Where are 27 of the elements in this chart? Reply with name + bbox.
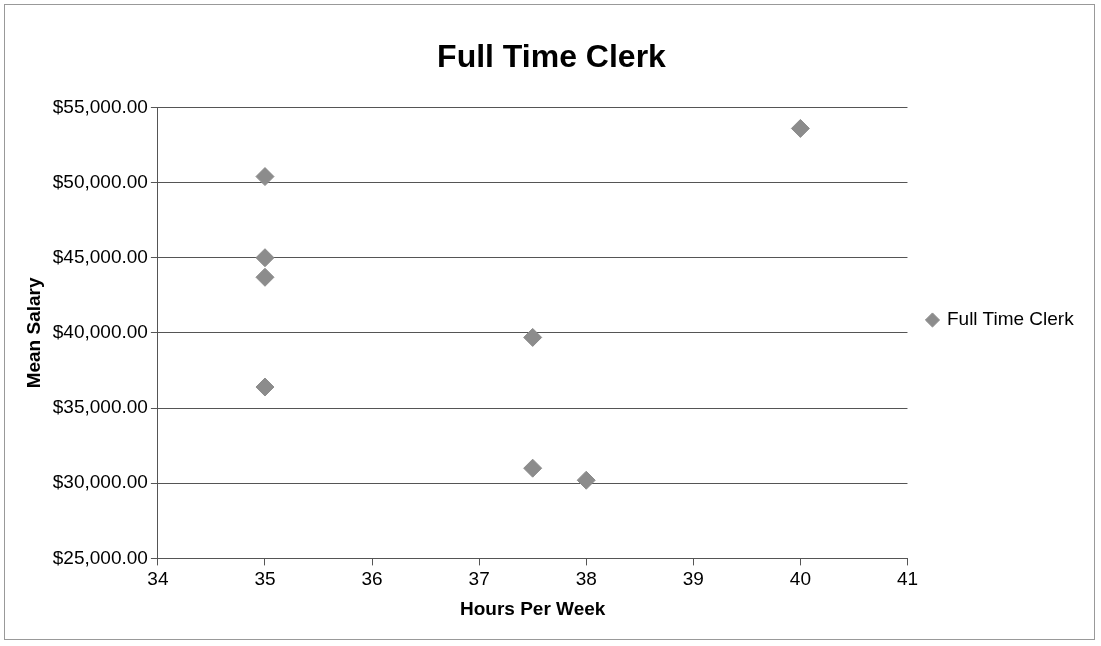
x-tick-label: 34 (147, 568, 169, 590)
x-tick-label: 39 (682, 568, 704, 590)
y-tick-label: $50,000.00 (52, 170, 148, 192)
y-tick-label: $55,000.00 (52, 95, 148, 117)
y-tick-label: $25,000.00 (52, 546, 148, 568)
point (576, 470, 596, 490)
x-tick-label: 37 (468, 568, 490, 590)
point (255, 167, 275, 187)
point (255, 377, 275, 397)
x-tick-label: 38 (575, 568, 597, 590)
point (255, 248, 275, 268)
x-axis-title: Hours Per Week (459, 597, 606, 619)
y-tick-label: $35,000.00 (52, 396, 148, 418)
y-tick-label: $45,000.00 (52, 245, 148, 267)
legend-label: Full Time Clerk (946, 308, 1075, 330)
point (255, 267, 275, 287)
y-tick-label: $40,000.00 (52, 321, 148, 343)
y-tick-label: $30,000.00 (52, 471, 148, 493)
x-tick-label: 41 (896, 568, 919, 590)
point (523, 327, 543, 347)
x-tick-label: 35 (254, 568, 276, 590)
x-tick-label: 36 (361, 568, 383, 590)
point (523, 458, 543, 478)
point (790, 118, 810, 138)
chart-title: Full Time Clerk (437, 38, 667, 75)
y-axis-title: Mean Salary (22, 277, 44, 389)
x-tick-label: 40 (789, 568, 811, 590)
